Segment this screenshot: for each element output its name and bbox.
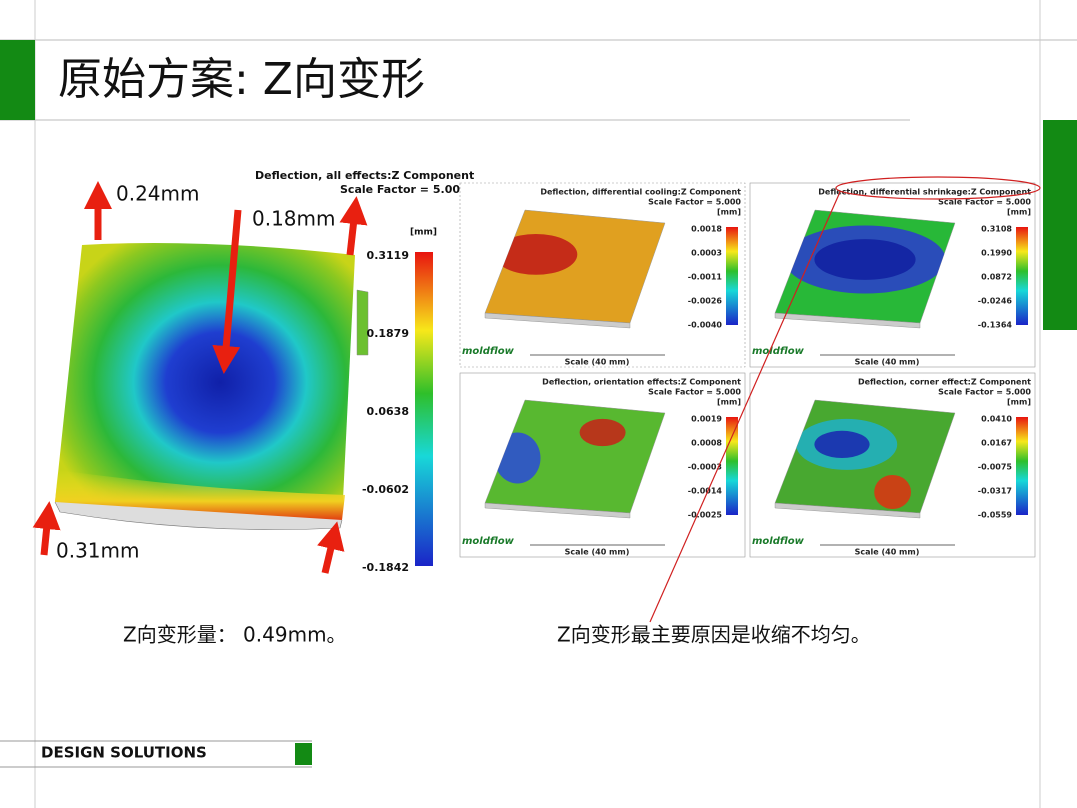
highlight — [835, 176, 1041, 200]
plot-title: Deflection, orientation effects:Z Compon… — [542, 378, 741, 387]
pointer — [649, 191, 841, 623]
legend-tick: -0.0075 — [978, 463, 1013, 472]
heat-blob — [814, 239, 916, 280]
legend-unit: [mm] — [1007, 398, 1031, 407]
plot-scale: Scale Factor = 5.000 — [938, 198, 1031, 207]
legend-tick: 0.0872 — [981, 273, 1012, 282]
plot-scale: Scale Factor = 5.000 — [648, 198, 741, 207]
colorbar — [726, 417, 738, 515]
legend-tick: 0.0167 — [981, 439, 1012, 448]
legend-tick: 0.0019 — [691, 415, 722, 424]
logo: moldflow — [752, 346, 805, 357]
scale-label: Scale (40 mm) — [855, 358, 920, 367]
annotation: 0.31mm — [56, 539, 140, 563]
plot-scale: Scale Factor = 5.000 — [938, 388, 1031, 397]
legend-tick: -0.0317 — [978, 487, 1012, 496]
plate-tab — [356, 289, 369, 356]
plot-title: Deflection, corner effect:Z Component — [858, 378, 1031, 387]
arrow — [317, 521, 345, 574]
arrow — [32, 501, 61, 556]
legend-unit: [mm] — [717, 208, 741, 217]
legend-tick: -0.0014 — [688, 487, 723, 496]
legend-tick: -0.0602 — [362, 483, 409, 496]
plot-title: Deflection, differential cooling:Z Compo… — [540, 188, 741, 197]
colorbar — [726, 227, 738, 325]
colorbar — [1016, 417, 1028, 515]
accent-bar — [0, 40, 35, 120]
accent-bar — [1043, 120, 1077, 330]
small-plot: Deflection, differential shrinkage:Z Com… — [749, 182, 1036, 368]
legend-tick: 0.3119 — [367, 249, 409, 262]
legend-tick: 0.0410 — [981, 415, 1012, 424]
legend-unit: [mm] — [410, 228, 437, 238]
legend-tick: 0.1879 — [367, 327, 409, 340]
small-plot: Deflection, differential cooling:Z Compo… — [459, 182, 746, 368]
plate-edge — [774, 502, 921, 519]
heat-blob — [494, 234, 578, 275]
main-plot: Deflection, all effects:Z Component Scal… — [32, 169, 474, 574]
legend-tick: 0.0003 — [691, 249, 722, 258]
legend-unit: [mm] — [717, 398, 741, 407]
legend-tick: -0.0025 — [688, 511, 723, 520]
footer-label: DESIGN SOLUTIONS — [41, 744, 207, 762]
scale-label: Scale (40 mm) — [855, 548, 920, 557]
caption: Z向变形量： 0.49mm。 — [123, 623, 347, 647]
logo: moldflow — [752, 536, 805, 547]
legend-tick: -0.0559 — [978, 511, 1013, 520]
plot-title: Deflection, differential shrinkage:Z Com… — [818, 188, 1031, 197]
plate-heatmap — [55, 242, 355, 522]
legend-tick: -0.1364 — [978, 321, 1013, 330]
plot-title: Deflection, all effects:Z Component — [255, 169, 474, 182]
heat-blob — [814, 430, 870, 458]
legend-tick: 0.0638 — [367, 405, 409, 418]
legend-tick: 0.0018 — [691, 225, 722, 234]
arrow — [339, 196, 368, 256]
annotation: 0.18mm — [252, 207, 336, 231]
colorbar — [415, 252, 433, 566]
arrow — [212, 209, 242, 374]
legend-tick: -0.0026 — [688, 297, 723, 306]
plate-base — [54, 501, 343, 530]
logo: moldflow — [462, 536, 515, 547]
caption: Z向变形最主要原因是收缩不均匀。 — [557, 623, 871, 647]
footer-box — [295, 743, 312, 765]
legend-tick: 0.3108 — [981, 225, 1012, 234]
legend-tick: -0.0246 — [978, 297, 1013, 306]
logo: moldflow — [462, 346, 515, 357]
plot-scale: Scale Factor = 5.000 — [648, 388, 741, 397]
plot-scale: Scale Factor = 5.000 — [340, 183, 468, 196]
legend-tick: -0.1842 — [362, 561, 409, 574]
legend-tick: 0.1990 — [981, 249, 1012, 258]
small-plot: Deflection, orientation effects:Z Compon… — [459, 372, 746, 558]
legend-tick: -0.0040 — [688, 321, 723, 330]
plate-edge — [774, 312, 921, 329]
slide-title: 原始方案: Z向变形 — [58, 54, 425, 105]
legend-unit: [mm] — [1007, 208, 1031, 217]
annotation: 0.24mm — [116, 182, 200, 206]
plate-edge — [484, 502, 631, 519]
legend-tick: -0.0011 — [688, 273, 723, 282]
heat-blob — [579, 418, 626, 447]
plate-edge — [484, 312, 631, 329]
heat-blob — [874, 475, 911, 509]
scale-label: Scale (40 mm) — [565, 548, 630, 557]
legend-tick: -0.0003 — [688, 463, 722, 472]
legend-tick: 0.0008 — [691, 439, 722, 448]
small-plot: Deflection, corner effect:Z ComponentSca… — [749, 372, 1036, 558]
scale-label: Scale (40 mm) — [565, 358, 630, 367]
colorbar — [1016, 227, 1028, 325]
